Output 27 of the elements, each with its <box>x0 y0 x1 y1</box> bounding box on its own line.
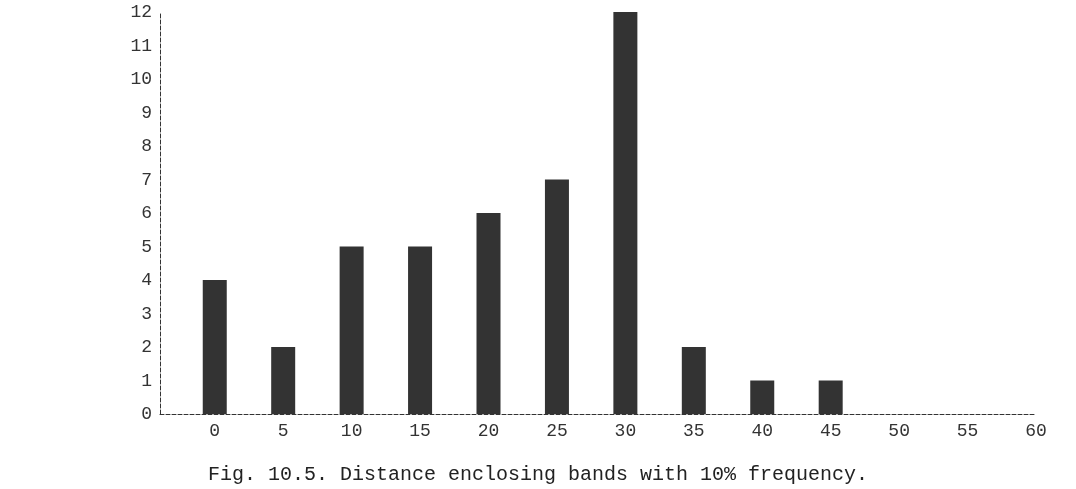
x-tick-label: 15 <box>409 421 431 441</box>
x-tick-label: 25 <box>546 421 568 441</box>
x-tick-label: 40 <box>751 421 774 441</box>
y-tick-label: 7 <box>141 169 152 190</box>
x-tick-label: 45 <box>819 421 842 441</box>
x-tick-label: 60 <box>1025 421 1047 441</box>
y-tick-label: 12 <box>130 2 152 22</box>
text: Fig. 10.5. Distance enclosing bands with 10% frequency. <box>207 462 869 486</box>
y-tick-label: 4 <box>141 270 152 290</box>
x-tick-label: 20 <box>477 421 500 441</box>
y-tick-label: 8 <box>141 136 152 156</box>
y-tick-label: 6 <box>141 203 152 223</box>
x-tick-label: 35 <box>683 421 705 441</box>
y-tick-label: 2 <box>141 337 152 357</box>
x-tick-label: 0 <box>209 421 221 441</box>
y-tick-label: 0 <box>141 404 152 424</box>
y-tick-label: 3 <box>141 303 152 324</box>
x-tick-label: 5 <box>277 421 289 441</box>
y-tick-label: 10 <box>130 69 152 89</box>
y-tick-label: 9 <box>141 102 152 123</box>
y-tick-label: 5 <box>141 236 152 257</box>
y-tick-label: 11 <box>130 35 152 56</box>
x-tick-label: 55 <box>956 421 979 441</box>
x-tick-label: 30 <box>614 421 637 441</box>
x-tick-label: 10 <box>340 421 363 441</box>
x-tick-label: 50 <box>888 421 910 441</box>
y-tick-label: 1 <box>141 370 152 391</box>
